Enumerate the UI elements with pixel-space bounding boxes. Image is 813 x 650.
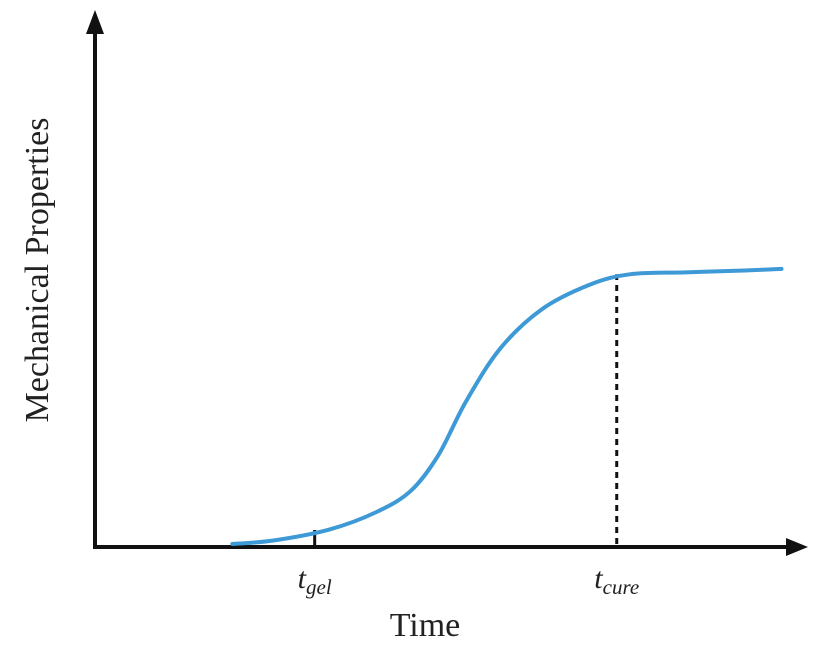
y-axis-arrow-icon xyxy=(86,10,104,34)
series-line xyxy=(230,266,784,546)
tick-labels: tgel tcure xyxy=(298,562,640,599)
x-axis-arrow-icon xyxy=(786,538,808,556)
x-axis-label: Time xyxy=(390,607,461,644)
guides xyxy=(313,274,619,547)
tick-label-gel: tgel xyxy=(298,562,332,599)
axes xyxy=(86,10,808,556)
y-axis-label: Mechanical Properties xyxy=(19,118,56,423)
tick-label-cure: tcure xyxy=(594,562,639,599)
